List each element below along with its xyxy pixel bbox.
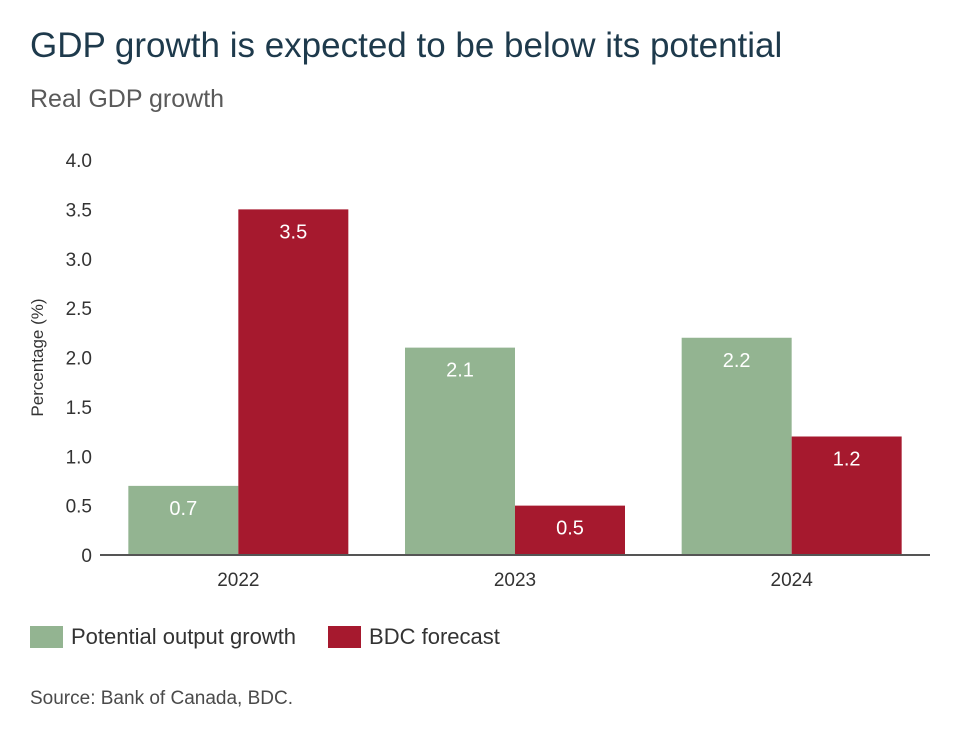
x-tick-label: 2022 [217,570,259,591]
legend-item-potential: Potential output growth [30,624,296,650]
y-tick-label: 0 [81,546,92,567]
legend-label-potential: Potential output growth [71,624,297,649]
x-tick-label: 2024 [771,570,814,591]
y-tick-label: 4.0 [66,151,92,172]
data-label: 0.5 [556,518,584,540]
bar-bdc-2024 [791,436,902,555]
source-note: Source: Bank of Canada, BDC. [30,688,293,709]
bar-bdc-2022 [238,209,349,555]
y-tick-label: 0.5 [66,497,92,518]
bar-chart: 0 0.5 1.0 1.5 2.0 2.5 3.0 3.5 4.0 Percentage (%) 0… [28,151,930,591]
y-tick-label: 2.5 [66,299,92,320]
data-label: 0.7 [169,498,197,520]
legend-item-bdc: BDC forecast [328,624,500,650]
y-tick-label: 2.0 [66,349,92,370]
y-tick-label: 1.0 [66,447,92,468]
data-label: 2.2 [723,350,751,372]
y-tick-label: 3.0 [66,250,92,271]
y-axis-label: Percentage (%) [28,298,47,416]
bar-potential-2024 [681,337,792,555]
data-label: 3.5 [279,221,307,243]
x-tick-label: 2023 [494,570,536,591]
y-tick-label: 3.5 [66,200,92,221]
legend: Potential output growth BDC forecast [30,624,532,650]
bar-bdc-2023 [515,505,625,555]
chart-subtitle: Real GDP growth [30,85,225,113]
legend-swatch-bdc [328,626,362,648]
data-label: 1.2 [833,449,861,471]
bar-potential-2023 [405,347,515,555]
legend-label-bdc: BDC forecast [369,624,500,649]
bar-potential-2022 [128,485,239,555]
y-tick-label: 1.5 [66,398,92,419]
data-label: 2.1 [446,360,474,382]
legend-swatch-potential [30,626,63,648]
chart-title: GDP growth is expected to be below its p… [30,26,783,65]
